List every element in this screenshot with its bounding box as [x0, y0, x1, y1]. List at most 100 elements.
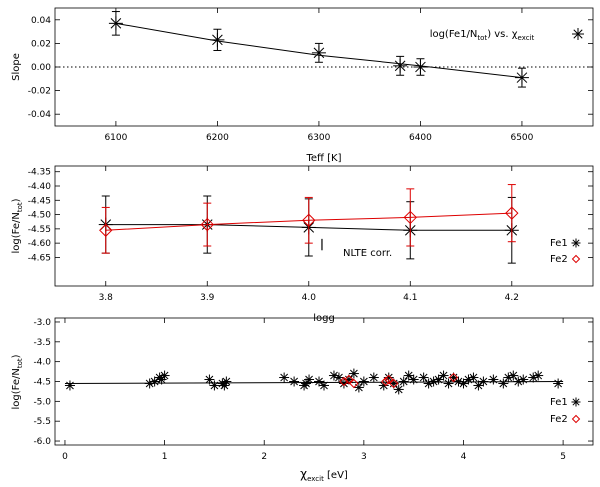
panel-chi-fe1-point-stroke	[384, 373, 393, 382]
panel-chi-fe1-point-stroke	[349, 369, 358, 378]
panel-teff-fe1-point	[413, 60, 428, 74]
panel-logg-legend-fe1: Fe1	[550, 238, 568, 249]
panel-chi-fe1-point-stroke	[459, 379, 468, 388]
panel-chi-fe2-point	[389, 378, 399, 389]
panel-teff-ytick-label: -0.04	[28, 110, 52, 120]
panel-teff-fe1-point-stroke	[394, 60, 406, 72]
panel-chi-fe1-point	[219, 380, 230, 391]
panel-teff-annotation-marker	[572, 28, 584, 40]
panel-teff-fe1-point	[108, 16, 123, 31]
panel-teff-xtick-label: 6500	[510, 133, 533, 143]
panel-teff-xtick-label: 6400	[409, 133, 432, 143]
panel-logg-xtick-label: 4.0	[302, 293, 317, 303]
panel-chi-fe1-point-stroke	[320, 381, 328, 390]
panel-logg-legend-fe2-marker	[571, 254, 581, 264]
panel-chi-fe1-point-stroke	[66, 381, 74, 390]
panel-teff-fe1-point-stroke	[415, 61, 426, 73]
panel-chi-fe1-point-stroke	[335, 373, 343, 382]
panel-teff-fe1-point	[311, 45, 326, 60]
panel-teff: 6100 6200 6300 6400 6500 -0.04 -0.02 0.00 0.02 0.…	[11, 7, 594, 164]
panel-chi: 0 1 2 3 4 5 -3.0 -3.5 -4.0 -4.5 -5.0 -5.5 -6.0 χexci…	[11, 317, 594, 483]
panel-chi-fe1-point-stroke	[305, 375, 313, 384]
panel-chi-fe1-point-stroke	[389, 379, 398, 388]
panel-teff-fe1-point-stroke	[212, 34, 223, 46]
panel-chi-fe1-point	[221, 376, 232, 387]
panel-logg-xtick-label: 4.2	[505, 293, 519, 303]
panel-chi-ytick-label: -4.0	[33, 358, 51, 368]
panel-chi-fe1-point-stroke	[210, 381, 219, 390]
panel-logg: 3.8 3.9 4.0 4.1 4.2 -4.35 -4.40 -4.45 -4.50 -4.55…	[11, 165, 594, 324]
panel-chi-fe1-point-stroke	[509, 371, 518, 380]
panel-chi-fe1-point	[64, 380, 75, 391]
panel-teff-fe1-point-stroke	[516, 72, 528, 83]
panel-chi-fe1-point	[418, 372, 429, 383]
panel-chi-fe1-point-stroke	[160, 371, 169, 380]
panel-chi-fe1-point-stroke	[354, 383, 363, 392]
panel-chi-fe1-point	[443, 378, 454, 389]
panel-teff-marks	[55, 11, 593, 88]
panel-chi-fe1-point	[289, 376, 300, 387]
panel-chi-fe1-point-stroke	[302, 379, 310, 388]
panel-chi-fe1-point	[348, 368, 359, 379]
panel-chi-fe1-point	[393, 384, 404, 395]
panel-chi-legend-fe2: Fe2	[550, 414, 568, 425]
panel-chi-fe1-point	[398, 376, 409, 387]
panel-chi-fe1-point	[319, 380, 329, 391]
panel-chi-fe2-point	[349, 378, 359, 389]
panel-chi-fe1-point-stroke	[345, 375, 353, 384]
panel-chi-fe1-point	[314, 376, 325, 387]
panel-chi-fe1-point	[488, 374, 499, 385]
panel-teff-xtick-label: 6300	[307, 133, 330, 143]
panel-chi-legend-fe1-marker	[571, 397, 581, 407]
panel-chi-ticks: 0 1 2 3 4 5 -3.0 -3.5 -4.0 -4.5 -5.0 -5.5 -6.0	[33, 318, 593, 462]
panel-chi-fe1-point	[301, 378, 312, 389]
panel-chi-fe1-point	[473, 380, 484, 391]
panel-chi-fe1-point-stroke	[394, 385, 403, 394]
panel-chi-fe1-point-stroke	[434, 375, 443, 384]
panel-chi-fe1-point	[533, 370, 544, 381]
panel-logg-xtick-label: 4.1	[403, 293, 417, 303]
panel-chi-fe1-point-stroke	[444, 379, 453, 388]
panel-logg-frame	[54, 165, 594, 287]
panel-logg-ytick-label: -4.40	[28, 182, 52, 192]
panel-chi-ytick-label: -3.5	[33, 338, 51, 348]
panel-chi-legend-fe2-marker	[571, 414, 581, 424]
panel-chi-fe1-point-stroke	[205, 375, 214, 384]
panel-logg-fe2-point	[302, 213, 316, 227]
panel-chi-fe1-point-stroke	[449, 373, 458, 382]
panel-chi-fe1-point	[159, 370, 170, 381]
panel-logg-legend-fe2: Fe2	[550, 254, 568, 265]
panel-logg-ytick-label: -4.50	[28, 211, 52, 221]
panel-chi-fe2-point	[381, 376, 391, 387]
panel-chi-fe1-point-stroke	[519, 375, 528, 384]
panel-chi-fe1-point-stroke	[489, 375, 498, 384]
panel-teff-fe1-point	[210, 32, 225, 47]
panel-logg-xtick-label: 3.9	[200, 293, 215, 303]
panel-chi-xtick-label: 4	[461, 452, 467, 462]
panel-chi-fe1-point-stroke	[454, 377, 463, 386]
panel-chi-fe1-point-stroke	[419, 373, 428, 382]
panel-chi-fe1-point-stroke	[280, 373, 289, 382]
panel-chi-fe1-point-stroke	[404, 371, 413, 380]
panel-logg-xlabel: logg	[313, 313, 335, 324]
panel-teff-fe1-point	[514, 70, 529, 85]
panel-teff-xtick-label: 6200	[206, 133, 229, 143]
panel-logg-ytick-label: -4.60	[28, 239, 52, 249]
panel-teff-ticks: 6100 6200 6300 6400 6500 -0.04 -0.02 0.00 0.02 0.…	[28, 8, 593, 143]
panel-chi-ytick-label: -4.5	[33, 378, 51, 388]
panel-chi-fe1-point-stroke	[469, 373, 478, 382]
panel-chi-fe1-point-stroke	[330, 371, 338, 380]
panel-chi-ylabel: log(Fe/Ntot)	[11, 354, 24, 409]
panel-logg-ytick-label: -4.45	[28, 196, 51, 206]
panel-chi-fe1-point	[209, 380, 220, 391]
panel-chi-fe1-point-stroke	[399, 377, 408, 386]
panel-chi-ytick-label: -6.0	[33, 437, 51, 447]
panel-logg-legend-fe1-marker-stroke	[572, 239, 580, 247]
panel-chi-fe1-point	[378, 380, 389, 391]
panel-teff-ytick-label: 0.04	[31, 16, 51, 26]
panel-chi-legend-fe1-marker-stroke	[572, 398, 580, 406]
panel-chi-fe1-point	[279, 372, 290, 383]
panel-chi-fe1-point	[553, 378, 564, 389]
panel-chi-ytick-label: -5.5	[33, 417, 51, 427]
panel-logg-ticks: 3.8 3.9 4.0 4.1 4.2 -4.35 -4.40 -4.45 -4.50 -4.55…	[28, 166, 593, 303]
